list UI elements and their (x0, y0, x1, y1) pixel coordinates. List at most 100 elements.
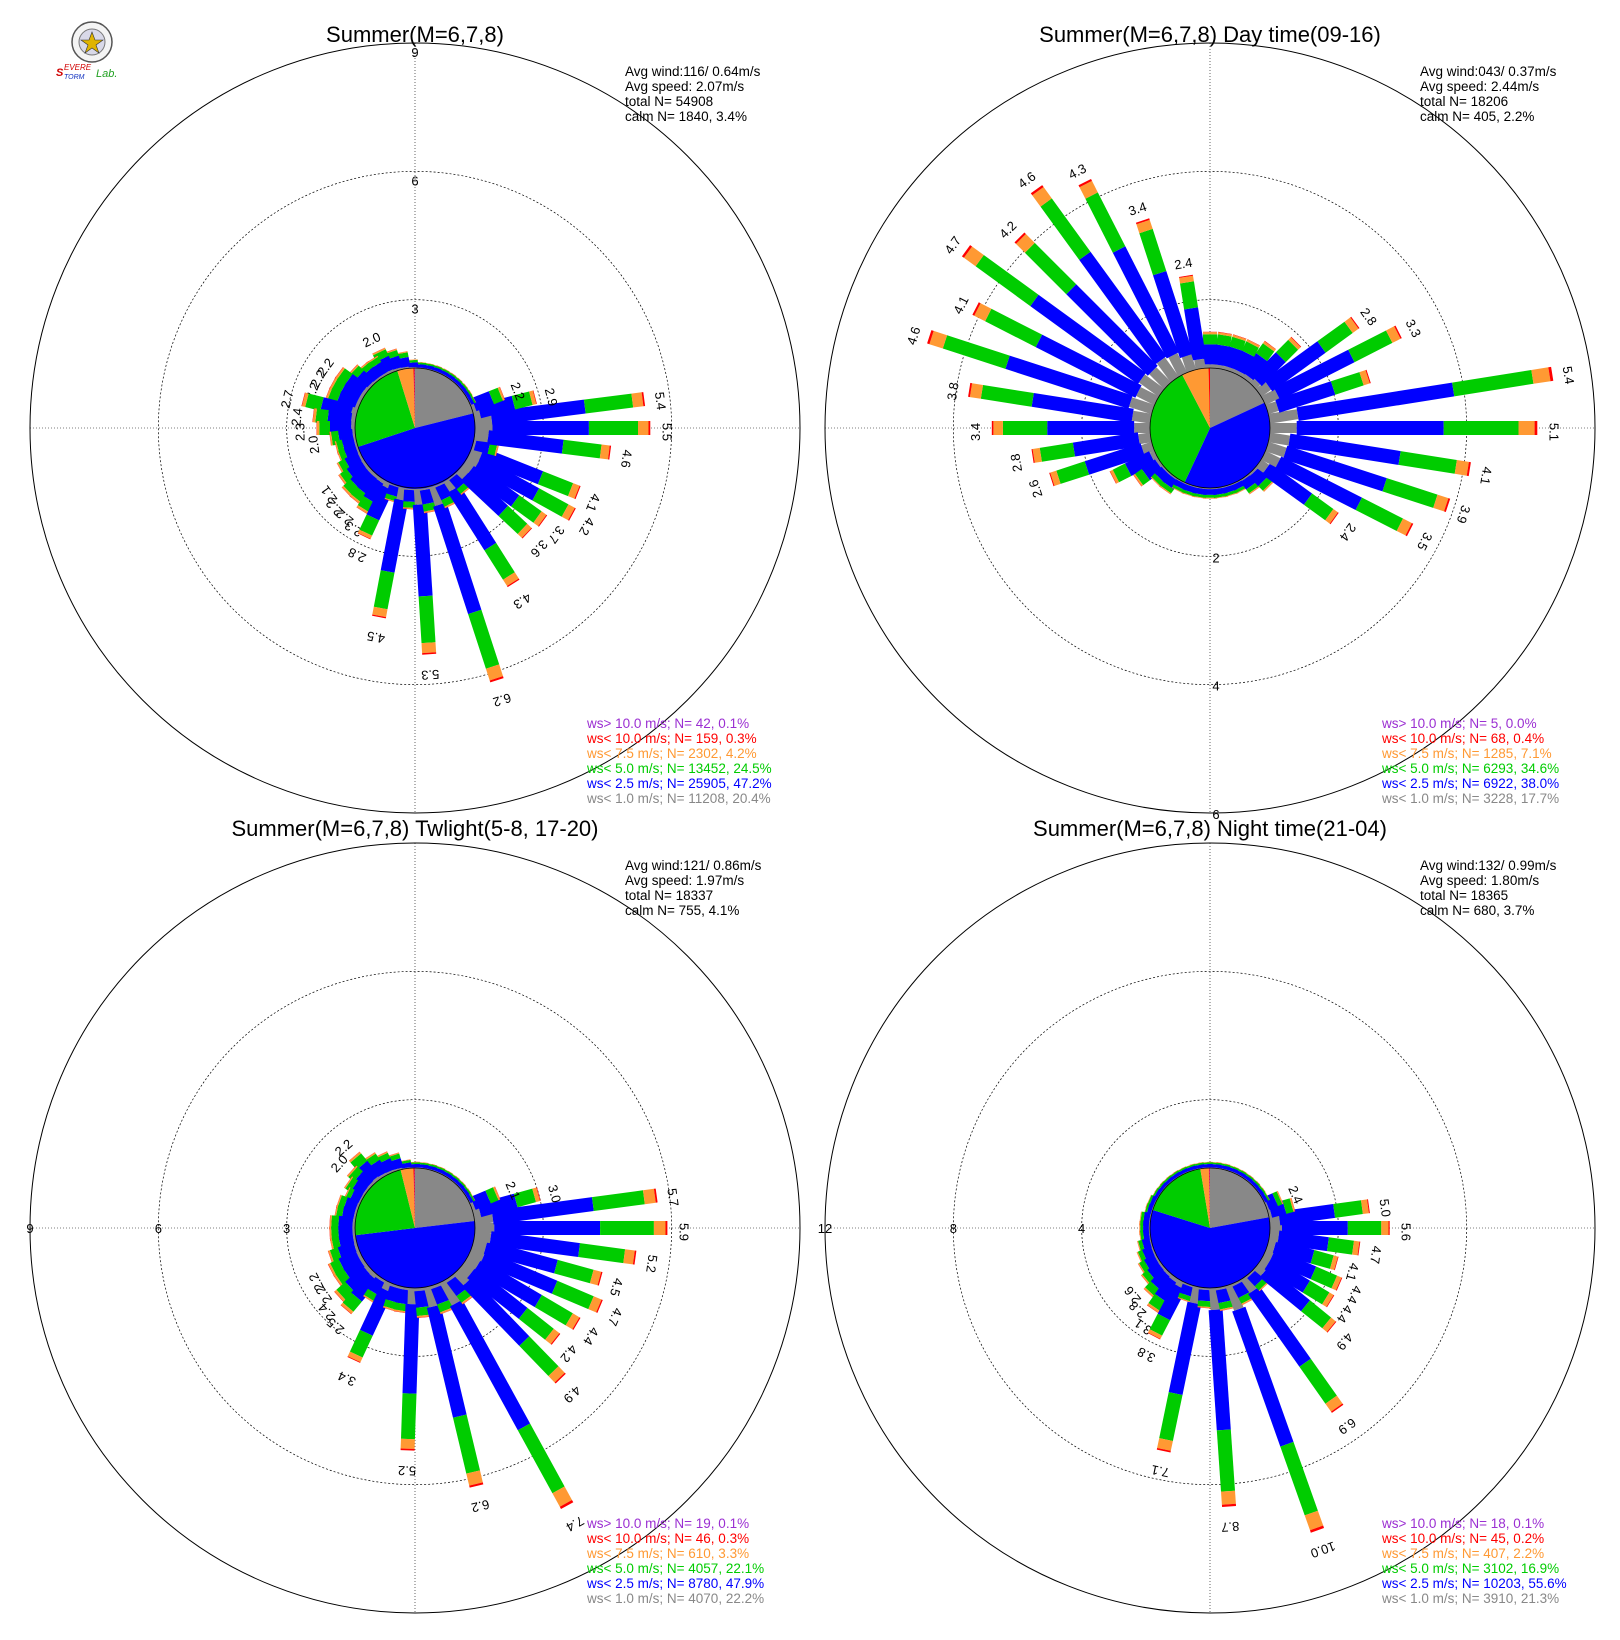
range-ring (157, 170, 673, 686)
sector-bar-segment (356, 507, 369, 515)
sector-bar-segment (1272, 1191, 1283, 1207)
center-pie-slice (1150, 1210, 1271, 1289)
sector-value-label: 4.3 (511, 590, 534, 612)
sector-bar-segment (487, 430, 564, 454)
sector-bar-segment (360, 1287, 393, 1336)
sector-value-label: 3.6 (528, 537, 551, 560)
sector-bar-segment (1157, 1283, 1186, 1321)
sector-bar-segment (518, 1307, 554, 1340)
sector-bar-segment (1148, 1329, 1163, 1339)
sector-bar-segment (1157, 1438, 1173, 1451)
sector-bar-segment (1261, 450, 1281, 468)
sector-bar-segment (1518, 421, 1535, 435)
ring-label: 9 (26, 1221, 33, 1236)
sector-bar-segment (565, 1313, 580, 1330)
range-ring (952, 970, 1468, 1486)
sector-bar-segment (538, 514, 548, 527)
legend-entry: ws< 5.0 m/s; N= 13452, 24.5% (586, 761, 772, 776)
sector-bar-segment (1235, 487, 1249, 495)
stat-line: calm N= 680, 3.7% (1420, 903, 1534, 918)
sector-bar-segment (1327, 1237, 1354, 1255)
sector-bar-segment (551, 1280, 594, 1310)
sector-bar-segment (599, 444, 610, 460)
sector-bar-segment (1197, 1300, 1212, 1308)
center-pie-slice (358, 413, 476, 489)
sector-bar-segment (357, 1195, 364, 1206)
sector-bar-segment (561, 504, 575, 521)
sector-bar-segment (1139, 374, 1165, 397)
legend-entry: ws> 10.0 m/s; N= 18, 0.1% (1381, 1516, 1544, 1531)
sector-bar-segment (532, 390, 537, 405)
sector-bar-segment (1347, 1221, 1382, 1235)
sector-bar-segment (511, 391, 533, 410)
sector-bar-segment (1258, 476, 1273, 491)
sector-bar-segment (1331, 1403, 1344, 1413)
sector-bar-segment (1141, 441, 1155, 455)
sector-bar-segment (927, 330, 934, 345)
sector-bar-segment (346, 1165, 357, 1176)
sector-bar-segment (1235, 487, 1249, 494)
sector-bar-segment (424, 510, 438, 514)
sector-bar-segment (1326, 1294, 1335, 1308)
sector-bar-segment (499, 386, 506, 400)
sector-bar-segment (1322, 1292, 1334, 1307)
sector-bar-segment (1159, 481, 1174, 494)
legend-entry: ws< 10.0 m/s; N= 159, 0.3% (586, 731, 757, 746)
sector-bar-segment (1299, 1358, 1337, 1404)
sector-bar-segment (426, 1304, 467, 1418)
sector-bar-segment (503, 572, 519, 586)
sector-value-label: 2.0 (328, 1152, 351, 1175)
sector-bar-segment (464, 1254, 481, 1270)
sector-bar-segment (1232, 479, 1243, 485)
sector-bar-segment (1232, 334, 1247, 341)
sector-bar-segment (416, 1314, 431, 1318)
sector-bar-segment (1361, 1199, 1369, 1214)
sector-bar-segment (377, 1172, 387, 1181)
sector-bar-segment (1355, 497, 1403, 531)
center-pie-slice (413, 1167, 415, 1228)
legend-entry: ws< 5.0 m/s; N= 6293, 34.6% (1381, 761, 1559, 776)
sector-bar-segment (1273, 349, 1355, 401)
sector-bar-segment (1262, 480, 1274, 492)
sector-bar-segment (665, 1221, 668, 1235)
legend-entry: ws> 10.0 m/s; N= 5, 0.0% (1381, 716, 1537, 731)
sector-bar-segment (1153, 271, 1194, 359)
windrose-panel-1: 3695.55.42.92.22.02.22.22.22.72.42.32.02… (29, 22, 801, 814)
sector-bar-segment (1232, 369, 1244, 377)
sector-bar-segment (1030, 294, 1146, 385)
sector-bar-segment (1056, 461, 1090, 484)
sector-value-label: 4.2 (557, 1342, 580, 1365)
severe-storm-lab-logo: S EVERE TORM Lab. (56, 21, 117, 81)
sector-bar-segment (453, 1267, 471, 1286)
sector-bar-segment (1203, 344, 1217, 365)
sector-bar-segment (493, 1186, 501, 1201)
sector-bar-segment (1198, 1289, 1213, 1302)
sector-bar-segment (1225, 492, 1239, 498)
sector-bar-segment (1208, 1309, 1231, 1431)
sector-bar-segment (631, 392, 644, 408)
sector-bar-segment (1296, 421, 1444, 435)
sector-bar-segment (942, 335, 1010, 369)
sector-bar-segment (1302, 1280, 1330, 1305)
sector-bar-segment (548, 1366, 565, 1383)
center-pie-outline (1149, 1167, 1271, 1289)
sector-bar-segment (462, 1295, 474, 1305)
sector-bar-segment (648, 421, 651, 435)
sector-bar-segment (1248, 485, 1261, 495)
sector-bar-segment (1452, 370, 1534, 397)
sector-bar-segment (437, 1299, 454, 1313)
sector-bar-segment (1329, 512, 1339, 525)
sector-bar-segment (1233, 334, 1247, 339)
sector-bar-segment (471, 391, 494, 412)
sector-bar-segment (653, 1188, 658, 1203)
sector-bar-segment (351, 1272, 379, 1302)
sector-bar-segment (1024, 242, 1077, 295)
sector-value-label: 8.7 (1221, 1519, 1240, 1535)
sector-bar-segment (1131, 410, 1152, 424)
sector-bar-segment (338, 475, 347, 487)
ring-label: 4 (1212, 679, 1219, 694)
sector-bar-segment (1079, 180, 1098, 199)
sector-value-label: 5.2 (398, 1463, 417, 1479)
stat-line: Avg speed: 2.07m/s (625, 79, 744, 94)
sector-value-label: 3.4 (335, 1368, 358, 1389)
